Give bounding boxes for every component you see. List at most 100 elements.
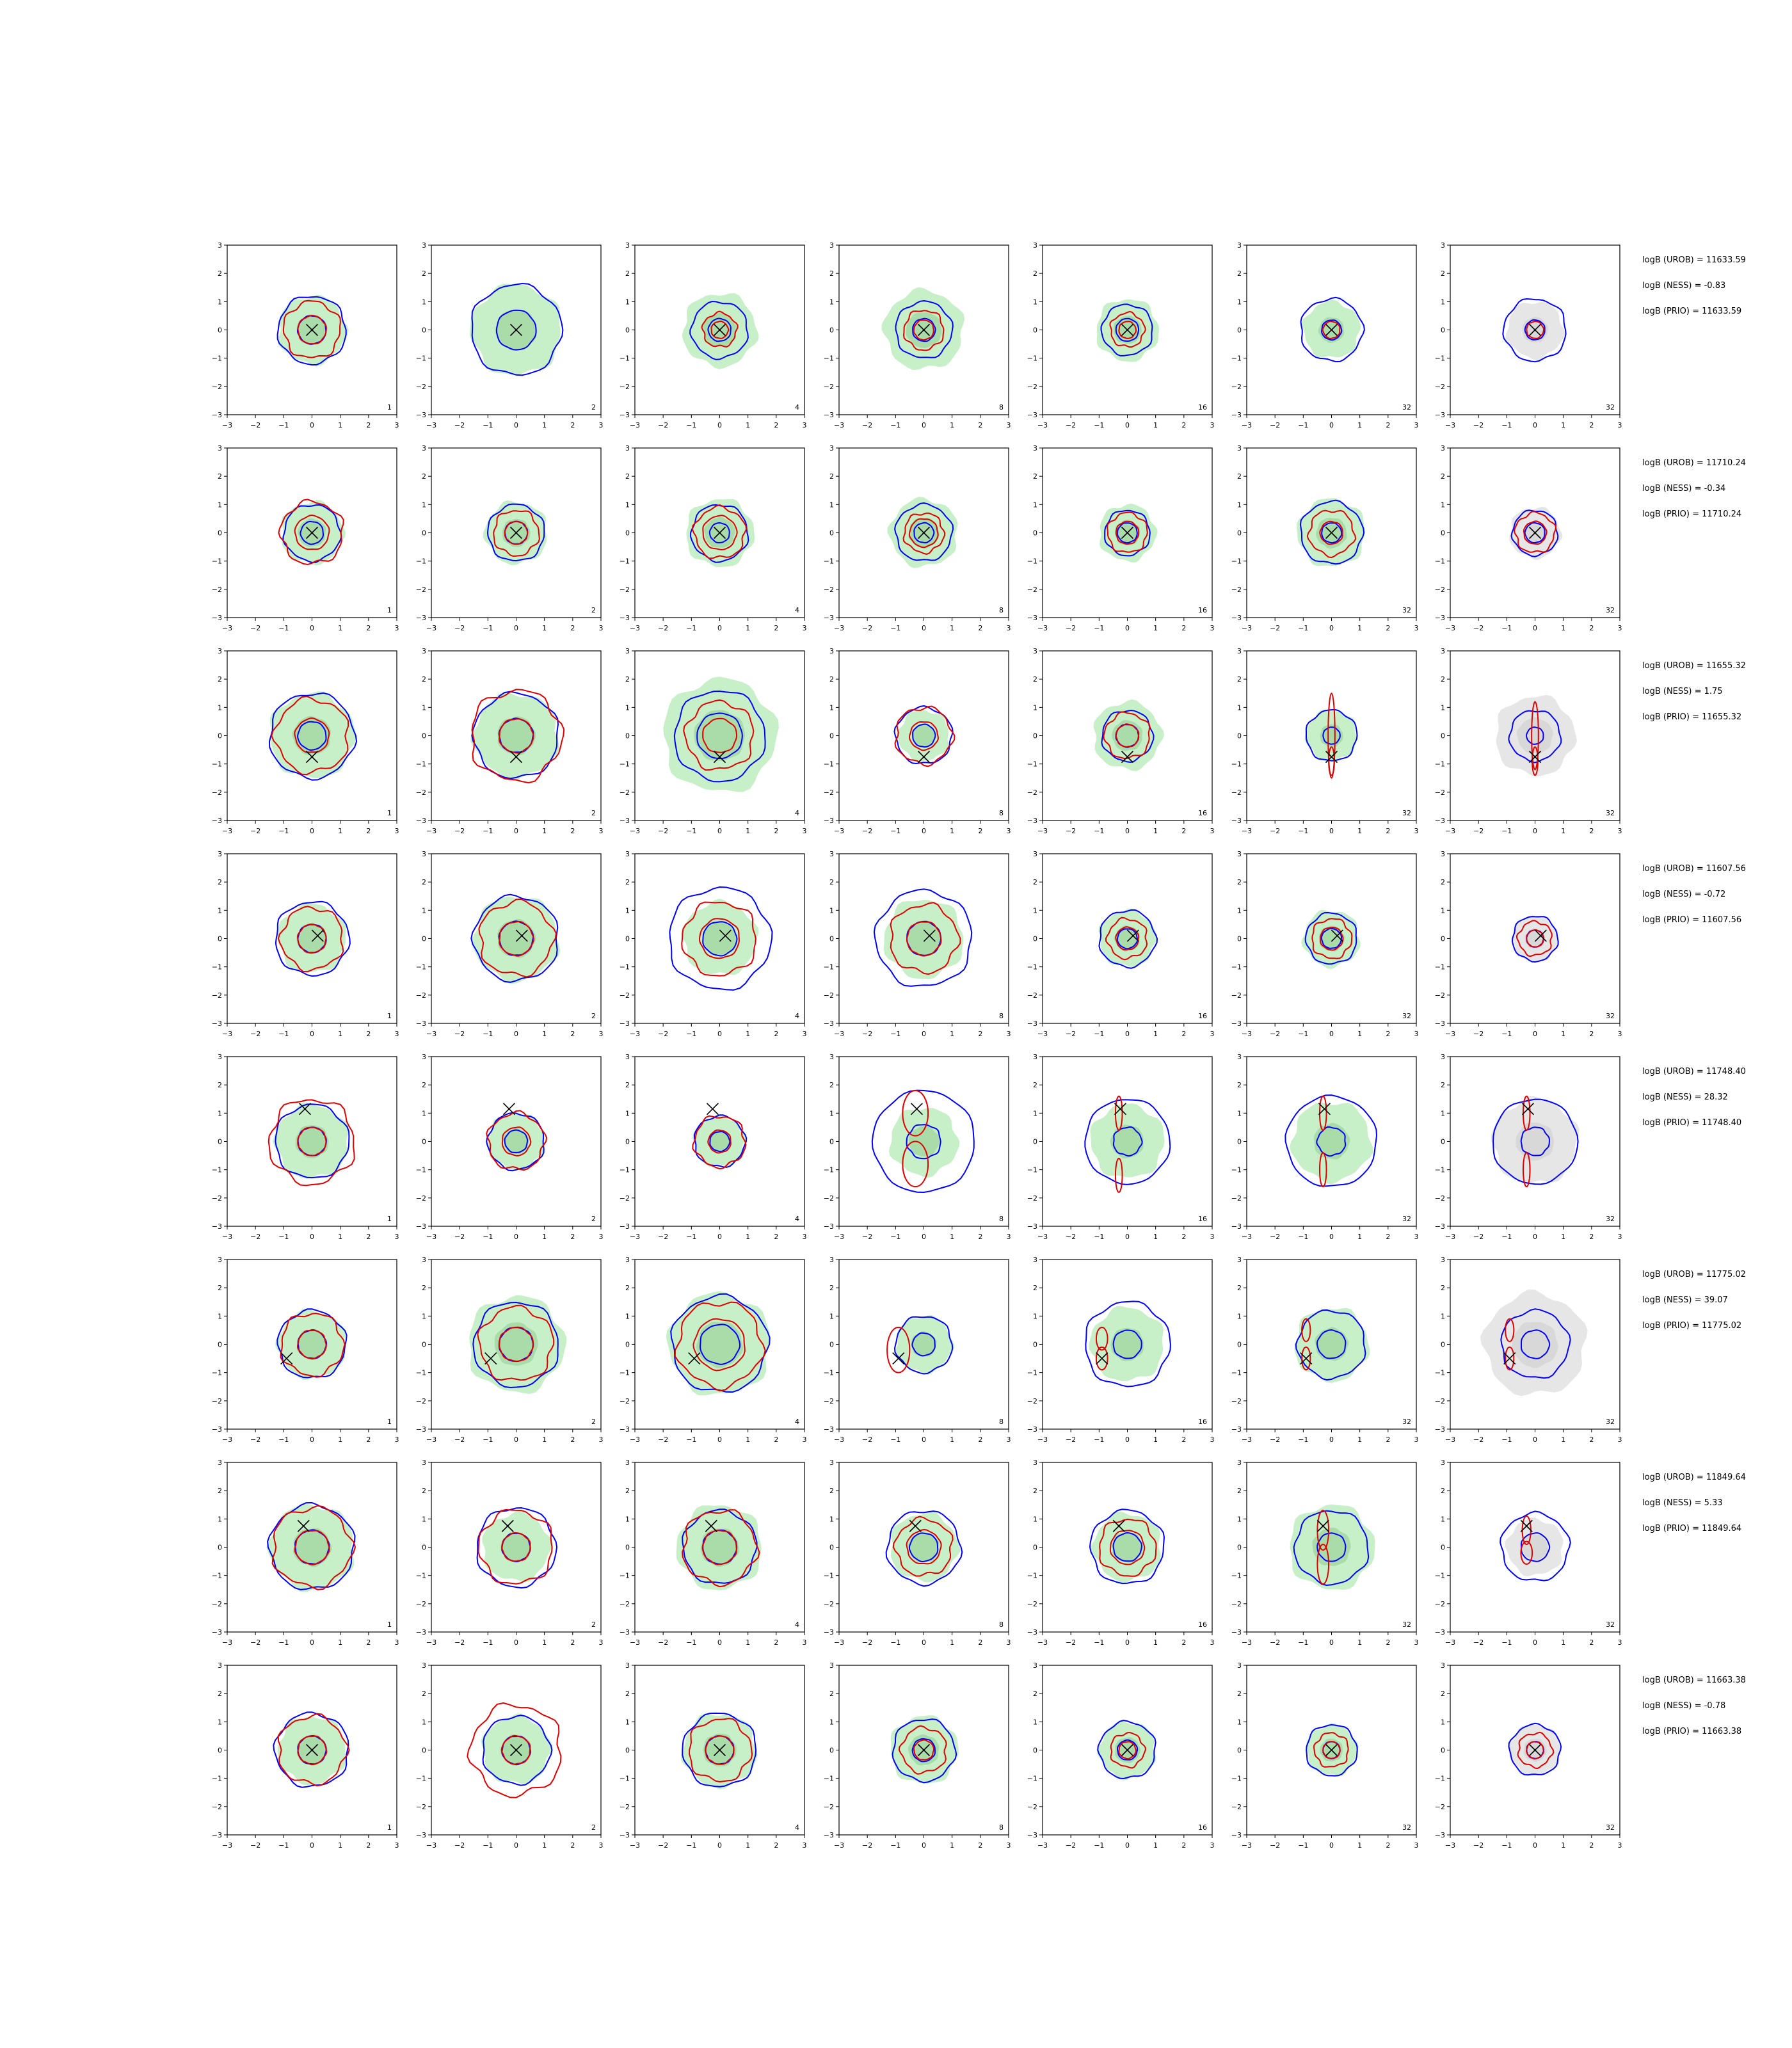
x-tick-label: 0	[1533, 624, 1537, 632]
y-tick-label: 2	[625, 472, 630, 481]
y-tick-label: 1	[829, 1515, 834, 1523]
density-core	[703, 922, 737, 956]
true-value-marker	[917, 323, 931, 337]
subplot-r6-c1: −3−3 −2 −2 −1 −1 0 0 1 1 2 2 3 3 1	[212, 1256, 399, 1444]
y-tick-label: 2	[1441, 269, 1445, 278]
red-contour-lobe	[1505, 1318, 1515, 1343]
y-tick-label: −2	[416, 1397, 426, 1405]
blue-contour	[273, 1711, 349, 1788]
x-tick-label: −2	[1066, 421, 1076, 429]
y-tick-label: −2	[1231, 586, 1242, 594]
x-tick-label: 1	[1153, 1436, 1158, 1444]
logb-ness-text: logB (NESS) = -0.83	[1642, 281, 1726, 291]
density-core	[296, 923, 327, 954]
panel-label: 16	[1198, 1215, 1207, 1223]
x-tick-label: 2	[570, 1233, 575, 1241]
density-core	[1313, 1123, 1350, 1160]
y-tick-label: 3	[1441, 444, 1445, 452]
x-tick-label: −1	[483, 1638, 493, 1647]
red-contour	[890, 902, 961, 975]
x-tick-label: −2	[658, 1841, 668, 1850]
y-tick-label: 3	[422, 444, 426, 452]
x-tick-label: 2	[1589, 1436, 1594, 1444]
red-contour	[902, 310, 945, 351]
logb-ness-text: logB (NESS) = 1.75	[1642, 687, 1723, 696]
red-contour-lobe	[902, 1090, 929, 1137]
x-tick-label: 3	[1414, 827, 1419, 835]
y-tick-label: 1	[625, 1515, 630, 1523]
x-tick-label: 0	[1533, 1030, 1537, 1038]
y-tick-label: −2	[824, 788, 834, 797]
y-tick-label: 3	[1237, 647, 1242, 655]
plot-area	[1509, 506, 1563, 560]
subplot-r2-c7: −3−3 −2 −2 −1 −1 0 0 1 1 2 2 3 3 32	[1435, 444, 1622, 632]
red-contour	[467, 1702, 562, 1798]
red-contour	[1526, 321, 1544, 339]
y-tick-label: −3	[212, 1020, 222, 1028]
density-core	[1110, 1124, 1144, 1159]
panel-label: 1	[387, 809, 392, 817]
x-tick-label: −3	[222, 624, 232, 632]
panel-label: 32	[1606, 809, 1615, 817]
y-tick-label: 0	[829, 1544, 834, 1552]
red-contour	[297, 1735, 328, 1766]
y-tick-label: −2	[620, 1397, 630, 1405]
y-tick-label: 3	[218, 1459, 222, 1467]
panel-label: 8	[999, 1012, 1004, 1020]
x-tick-label: −1	[278, 421, 289, 429]
x-tick-label: 0	[717, 421, 722, 429]
red-contour	[692, 1115, 747, 1170]
y-tick-label: 1	[829, 703, 834, 712]
logb-urob-text: logB (UROB) = 11775.02	[1642, 1270, 1746, 1279]
x-tick-label: −2	[250, 1436, 260, 1444]
y-tick-label: 1	[218, 906, 222, 915]
red-contour	[681, 901, 756, 977]
y-tick-label: 1	[1237, 1312, 1242, 1320]
x-tick-label: −1	[1298, 1638, 1308, 1647]
x-tick-label: −1	[1501, 1638, 1512, 1647]
x-tick-label: −1	[278, 1436, 289, 1444]
density-core	[1524, 928, 1546, 949]
y-tick-label: 0	[422, 1341, 426, 1349]
y-tick-label: 1	[422, 298, 426, 306]
y-tick-label: 1	[625, 298, 630, 306]
x-tick-label: −2	[250, 1841, 260, 1850]
y-tick-label: −2	[824, 1600, 834, 1608]
red-contour-lobe	[1095, 1327, 1108, 1351]
x-tick-label: −1	[1094, 624, 1104, 632]
y-tick-label: −2	[1231, 1397, 1242, 1405]
plot-area	[266, 1501, 356, 1592]
x-tick-label: −3	[834, 827, 844, 835]
blue-contour	[913, 522, 935, 544]
plot-area	[467, 1702, 562, 1798]
plot-area	[1508, 1722, 1562, 1777]
y-tick-label: 1	[218, 500, 222, 509]
true-value-marker	[1316, 1519, 1329, 1532]
red-contour	[277, 1713, 350, 1787]
y-tick-label: 2	[218, 472, 222, 481]
panel-label: 16	[1198, 606, 1207, 614]
y-tick-label: −3	[1027, 411, 1037, 419]
blue-contour	[275, 900, 351, 977]
y-tick-label: 1	[1237, 500, 1242, 509]
x-tick-label: 0	[922, 1233, 926, 1241]
panel-label: 1	[387, 1418, 392, 1426]
blue-contour	[1525, 726, 1544, 745]
true-value-marker	[515, 929, 528, 942]
y-tick-label: 3	[625, 1459, 630, 1467]
x-tick-label: 2	[978, 624, 982, 632]
plot-area	[1480, 1289, 1588, 1396]
y-tick-label: 3	[1441, 1256, 1445, 1264]
x-tick-label: −2	[250, 1233, 260, 1241]
x-tick-label: 3	[599, 624, 604, 632]
y-tick-label: −3	[1435, 1831, 1445, 1839]
density-core	[497, 918, 536, 958]
y-tick-label: 0	[1237, 1138, 1242, 1146]
x-tick-label: 0	[514, 1436, 518, 1444]
true-value-marker	[923, 929, 936, 942]
x-tick-label: 3	[1210, 827, 1215, 835]
y-tick-label: −2	[824, 1397, 834, 1405]
x-tick-label: 2	[1589, 1638, 1594, 1647]
